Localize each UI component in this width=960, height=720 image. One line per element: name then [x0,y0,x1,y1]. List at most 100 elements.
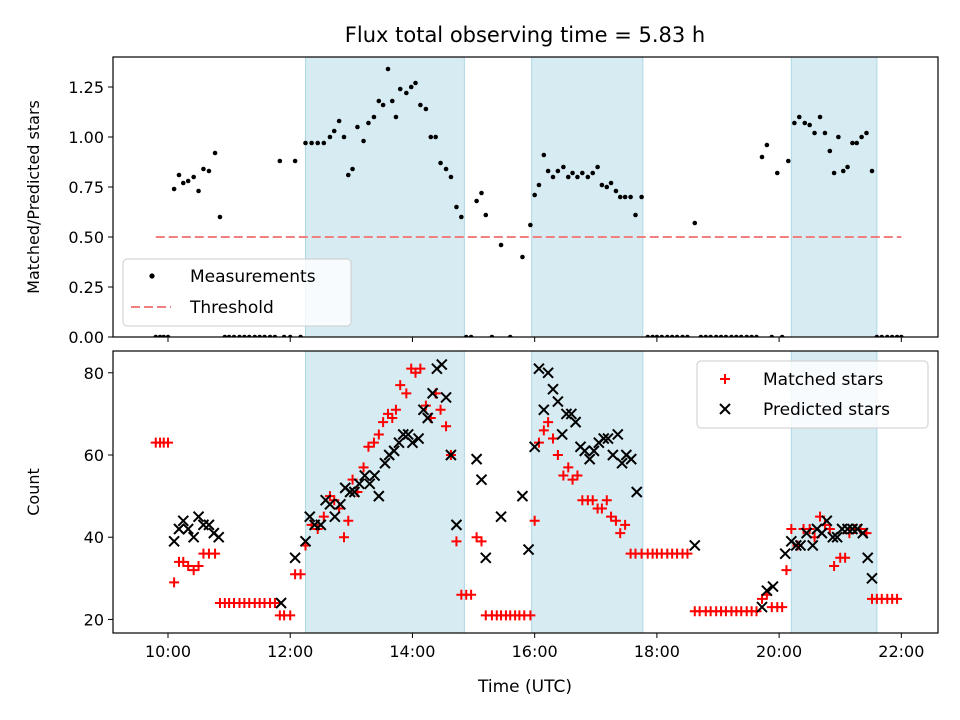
predicted-stars-point-42 [445,449,457,461]
y-tick-label: 0.00 [68,328,104,347]
predicted-stars-point-32 [397,428,409,441]
x-tick-label: 20:00 [756,642,802,661]
matched-stars-point-38 [343,515,354,526]
measurements-point-80 [570,170,575,176]
measurements-point-64 [474,198,479,204]
x-tick-label: 12:00 [267,642,313,661]
predicted-stars-point-50 [528,441,541,453]
predicted-stars-point-24 [359,469,371,482]
measurements-point-133 [840,168,846,174]
measurements-point-86 [599,182,605,188]
measurements-point-139 [869,168,875,174]
matched-stars-point-82 [558,470,569,481]
predicted-stars-point-67 [607,449,619,461]
predicted-stars-point-38 [426,387,439,400]
measurements-point-88 [608,180,614,186]
measurements-point-38 [345,172,351,178]
predicted-stars-point-89 [841,523,854,535]
matched-stars-point-29 [295,569,306,580]
matched-stars-point-48 [390,404,401,415]
measurements-point-73 [536,182,542,188]
matched-stars-point-76 [529,515,540,526]
predicted-stars-point-40 [436,358,448,371]
measurements-point-6 [180,180,186,186]
matched-stars-point-49 [395,380,406,391]
predicted-stars-point-27 [373,490,385,502]
matched-stars-point-93 [610,515,621,526]
measurements-point-10 [201,166,206,172]
predicted-stars-point-44 [470,453,483,465]
predicted-stars-point-61 [579,445,591,457]
measurements-point-59 [448,174,454,180]
predicted-stars-point-4 [187,531,200,543]
legend-marker-measurements [149,273,155,279]
matched-stars-point-43 [368,437,379,448]
predicted-stars-point-31 [393,436,405,449]
matched-stars-point-65 [476,536,487,547]
predicted-stars-point-62 [583,453,596,465]
predicted-stars-point-55 [552,395,564,408]
measurements-point-118 [764,142,770,148]
measurements-point-126 [807,122,812,128]
matched-stars-point-47 [387,413,398,424]
predicted-stars-point-76 [767,580,779,593]
matched-stars-point-50 [401,388,412,399]
predicted-stars-point-85 [821,515,833,527]
matched-stars-point-137 [840,552,851,563]
matched-stars-point-83 [563,462,574,473]
measurements-point-134 [845,164,850,170]
observing-span-2 [531,350,644,634]
measurements-point-31 [309,140,314,146]
predicted-stars-point-15 [315,519,327,531]
predicted-stars-point-26 [368,469,381,482]
predicted-stars-point-45 [475,473,488,486]
legend-label-matched: Matched stars [763,370,883,390]
measurements-point-71 [528,222,533,228]
measurements-point-89 [613,188,619,194]
measurements-point-12 [212,150,218,156]
measurements-point-82 [580,170,585,176]
predicted-stars-point-9 [213,531,225,543]
predicted-stars-point-74 [756,601,768,613]
measurements-point-74 [541,152,547,158]
predicted-stars-point-57 [560,408,573,420]
matched-stars-point-60 [451,536,462,547]
measurements-point-90 [617,194,623,200]
measurements-point-131 [831,170,837,176]
y-tick-label: 80 [84,364,104,383]
predicted-stars-point-35 [412,432,425,445]
measurements-point-60 [454,204,459,210]
matched-stars-point-42 [363,441,374,452]
y-axis-label: Count [24,468,43,516]
predicted-stars-point-23 [353,478,365,490]
measurements-point-81 [575,174,580,180]
predicted-stars-point-25 [363,478,376,490]
matched-stars-point-44 [373,429,384,440]
measurements-point-91 [622,194,628,200]
measurements-point-49 [397,86,403,92]
measurements-point-84 [590,170,596,176]
x-axis-label: Time (UTC) [477,677,572,697]
measurements-point-66 [483,212,489,218]
predicted-stars-point-92 [857,527,869,539]
predicted-stars-point-36 [417,404,430,416]
matched-stars-point-53 [415,363,426,374]
axes-frame [112,350,939,634]
measurements-point-8 [191,174,196,180]
measurements-point-7 [185,178,191,184]
matched-stars-point-90 [596,503,607,514]
measurements-point-46 [385,66,391,72]
predicted-stars-point-49 [522,543,535,556]
matched-stars-point-75 [525,610,536,621]
legend-marker-predicted [719,403,731,415]
measurements-point-42 [366,120,371,126]
predicted-stars-point-63 [588,445,600,457]
predicted-stars-point-18 [329,510,341,523]
x-tick-label: 14:00 [389,642,435,661]
predicted-stars-point-21 [344,486,356,498]
measurements-point-123 [792,120,797,126]
matched-stars-point-80 [548,433,558,444]
predicted-stars-point-46 [480,552,492,564]
matched-stars-point-94 [615,528,626,539]
measurements-point-51 [408,84,414,90]
